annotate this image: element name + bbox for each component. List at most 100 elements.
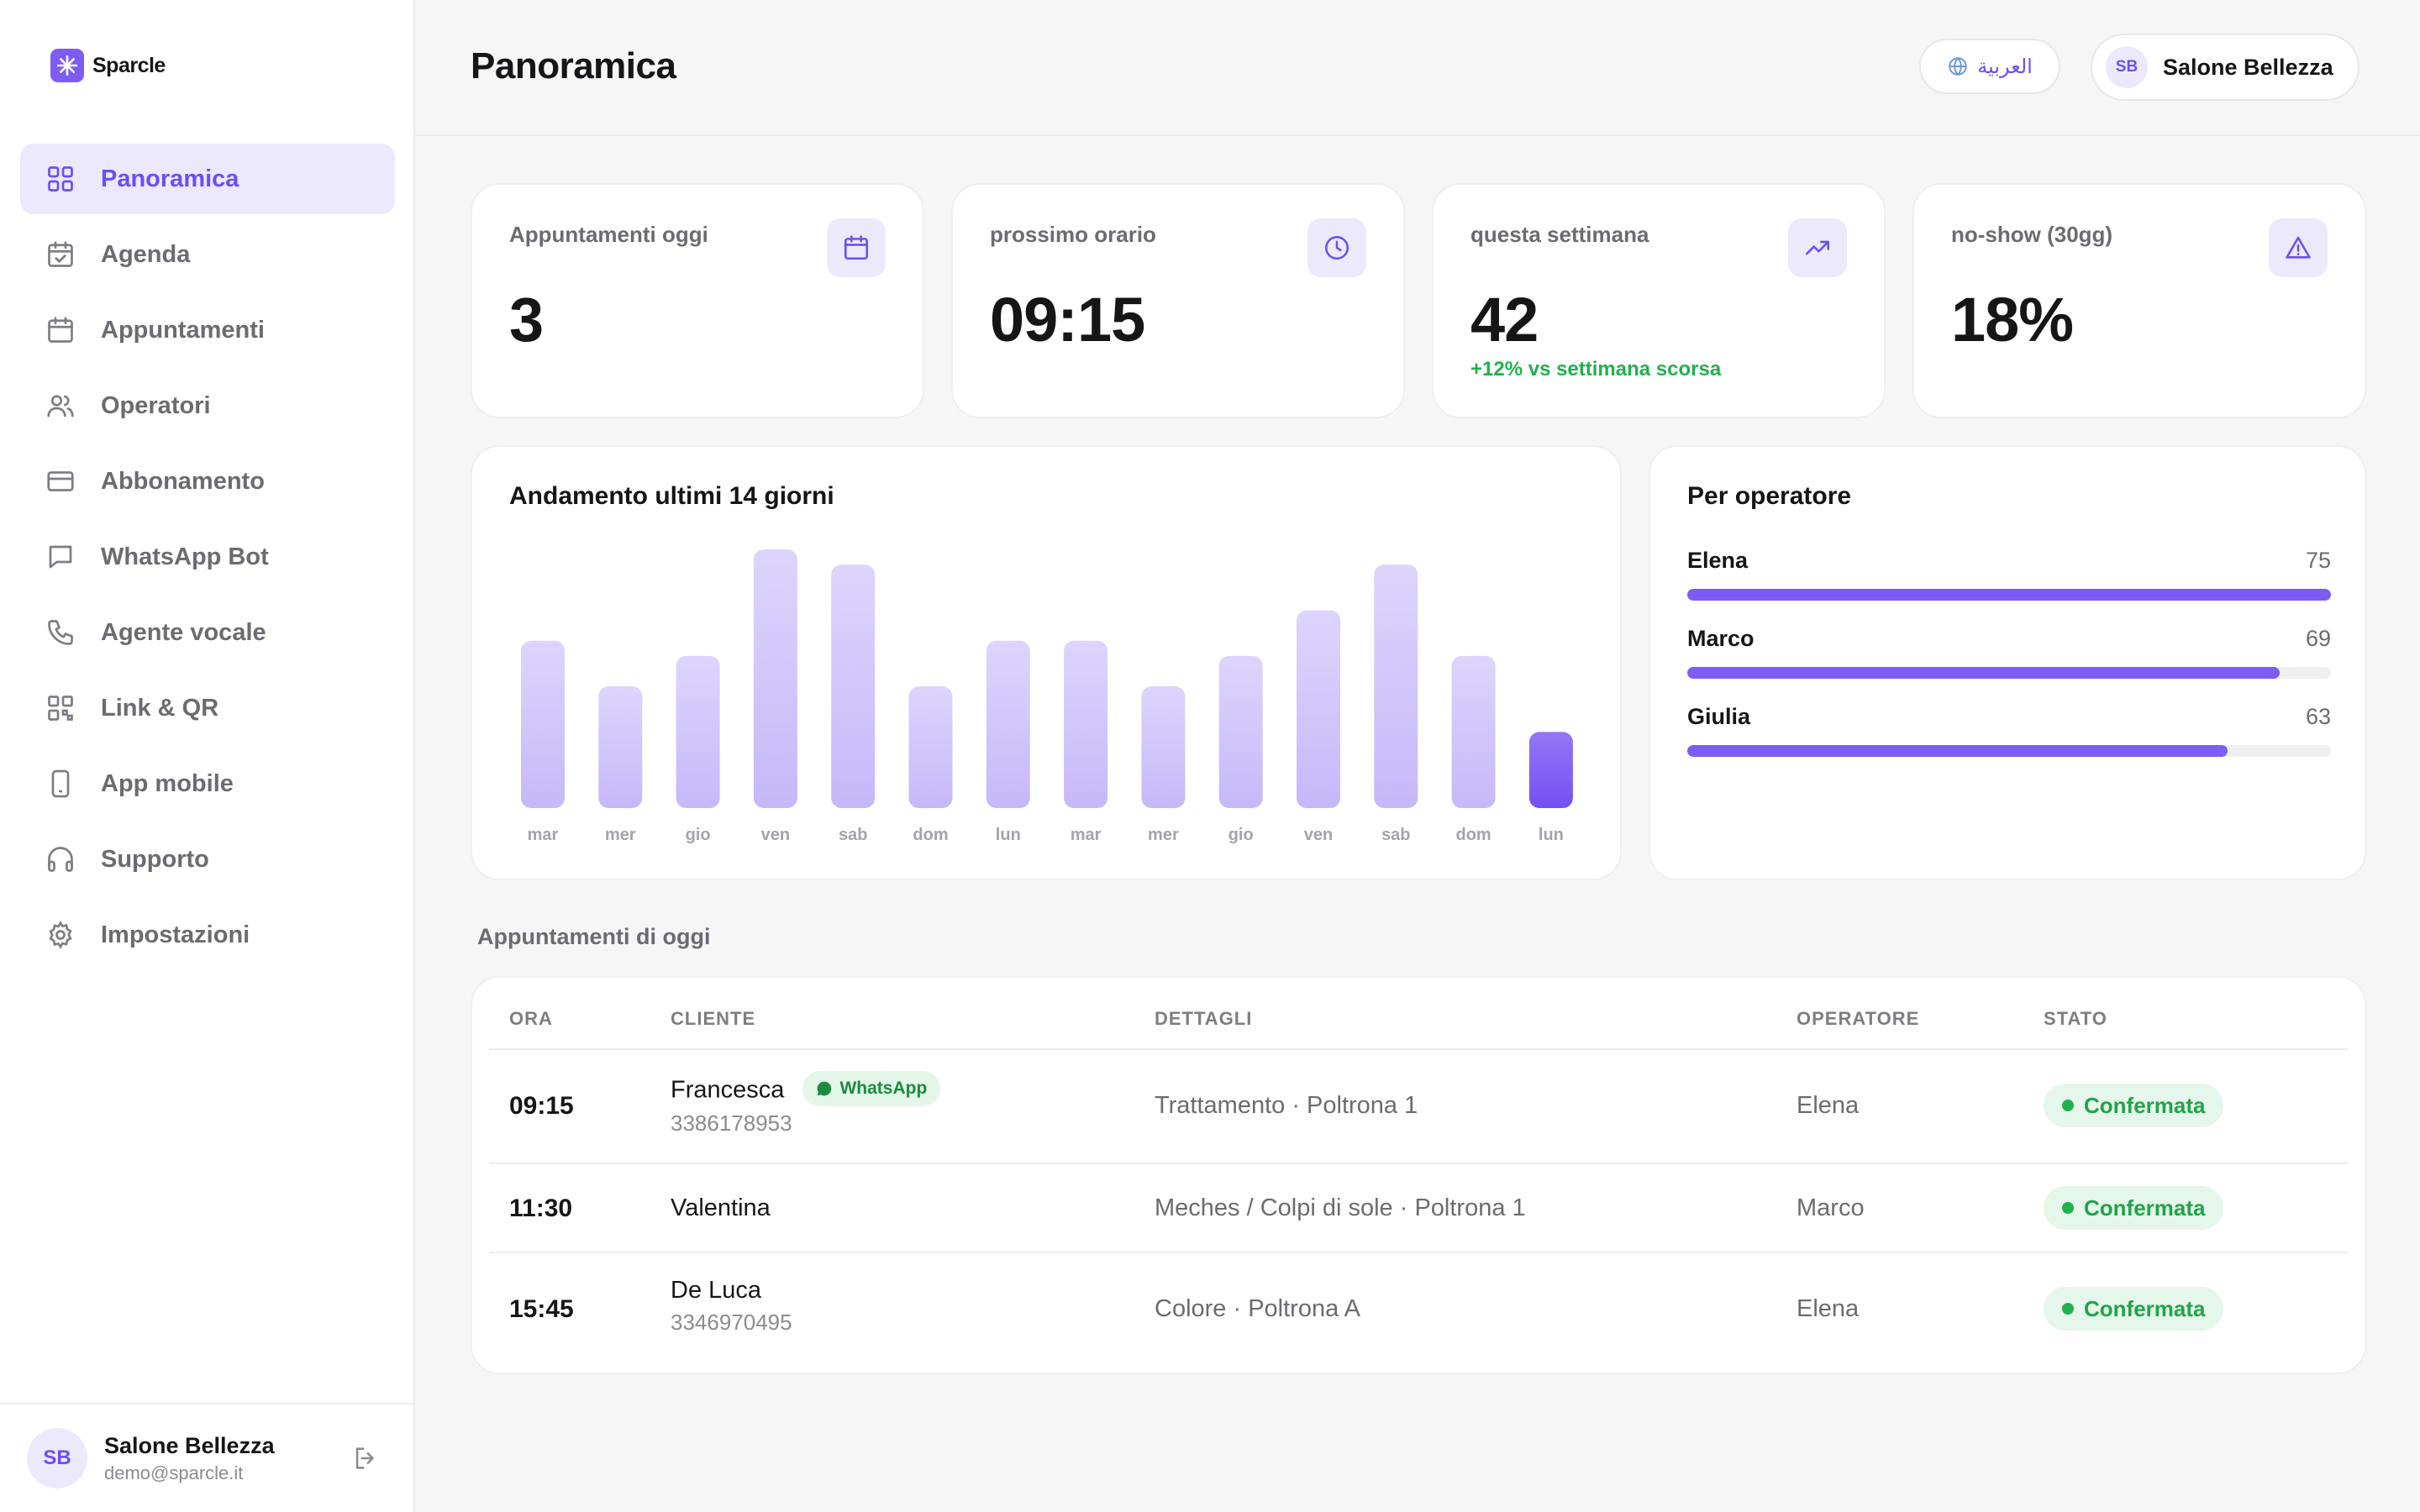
logout-icon[interactable] <box>351 1444 380 1473</box>
chart-tick-label: mer <box>605 826 636 844</box>
status-badge: Confermata <box>2044 1084 2224 1127</box>
client-cell: De Luca 3346970495 <box>671 1277 792 1336</box>
whatsapp-icon <box>816 1080 833 1097</box>
sidebar-item-appuntamenti[interactable]: Appuntamenti <box>20 295 395 365</box>
sidebar-item-agente-vocale[interactable]: Agente vocale <box>20 597 395 668</box>
chart-tick-label: gio <box>686 826 711 844</box>
operator-value: 69 <box>2305 626 2331 651</box>
sidebar-item-abbonamento[interactable]: Abbonamento <box>20 446 395 517</box>
chart-tick-label: lun <box>996 826 1021 844</box>
stat-value: 09:15 <box>990 285 1145 354</box>
chart-bar-gio-9[interactable] <box>1218 655 1263 808</box>
sidebar-item-label: Agente vocale <box>101 618 266 646</box>
status-dot-icon <box>2062 1303 2074 1315</box>
chart-tick-label: mar <box>1071 826 1102 844</box>
sidebar-item-impostazioni[interactable]: Impostazioni <box>20 900 395 970</box>
appointment-time: 09:15 <box>509 1092 574 1120</box>
brand[interactable]: Sparcle <box>50 49 166 82</box>
status-badge: Confermata <box>2044 1186 2224 1230</box>
badge-label: WhatsApp <box>839 1079 928 1098</box>
chart-tick-label: dom <box>913 826 948 844</box>
sidebar-item-link-qr[interactable]: Link & QR <box>20 673 395 743</box>
client-phone: 3386178953 <box>671 1110 792 1136</box>
operator-progress-track <box>1687 667 2331 679</box>
language-button[interactable]: العربية <box>1919 39 2060 94</box>
chart-bar-sab-4[interactable] <box>831 564 876 808</box>
chart-bar-dom-5[interactable] <box>908 686 953 808</box>
sparkle-icon <box>50 49 84 82</box>
stat-title: no-show (30gg) <box>1951 222 2113 247</box>
table-header: ORA CLIENTE DETTAGLI OPERATORE STATO <box>489 978 2348 1050</box>
chart-tick-label: mer <box>1148 826 1179 844</box>
user-menu-button[interactable]: SB Salone Bellezza <box>2091 34 2360 101</box>
trending-up-icon <box>1788 218 1847 277</box>
grid-icon <box>44 162 77 196</box>
column-header-time[interactable]: ORA <box>509 1008 553 1029</box>
chart-bar-lun-13[interactable] <box>1528 732 1573 808</box>
column-header-operator[interactable]: OPERATORE <box>1797 1008 1920 1029</box>
chart-bar-sab-11[interactable] <box>1374 564 1418 808</box>
appointment-operator: Marco <box>1797 1194 1865 1221</box>
stat-value: 3 <box>509 285 544 354</box>
operator-name: Giulia <box>1687 704 1751 729</box>
status-badge: Confermata <box>2044 1287 2224 1331</box>
chart-tick-label: sab <box>839 826 867 844</box>
chart-bar-mar-7[interactable] <box>1064 640 1108 808</box>
users-icon <box>44 389 77 423</box>
client-name: De Luca <box>671 1277 762 1304</box>
chart-bar-ven-3[interactable] <box>753 549 797 808</box>
chart-bar-gio-2[interactable] <box>676 655 720 808</box>
calendar-icon <box>827 218 886 277</box>
credit-card-icon <box>44 465 77 498</box>
stat-card-questa-settimana: questa settimana 42 +12% vs settimana sc… <box>1432 183 1886 418</box>
chart-tick-label: dom <box>1455 826 1491 844</box>
chart-bar-mar-0[interactable] <box>521 640 565 808</box>
sidebar-item-label: Impostazioni <box>101 921 250 948</box>
stat-title: prossimo orario <box>990 222 1156 247</box>
sidebar-item-label: Agenda <box>101 240 191 268</box>
operator-progress-track <box>1687 745 2331 757</box>
chart-tick-label: sab <box>1381 826 1410 844</box>
operator-name: Marco <box>1687 626 1754 651</box>
sidebar-footer: SB Salone Bellezza demo@sparcle.it <box>0 1403 413 1512</box>
table-row[interactable]: 11:30 Valentina Meches / Colpi di sole ·… <box>489 1164 2348 1253</box>
chart-bar-mer-1[interactable] <box>598 686 643 808</box>
status-cell: Confermata <box>2044 1186 2224 1230</box>
column-header-details[interactable]: DETTAGLI <box>1155 1008 1253 1029</box>
brand-name: Sparcle <box>92 53 166 77</box>
sidebar-item-operatori[interactable]: Operatori <box>20 370 395 441</box>
chart-tick-label: ven <box>761 826 790 844</box>
operator-progress-fill <box>1687 745 2228 757</box>
operator-name: Elena <box>1687 548 1749 573</box>
sidebar-item-label: App mobile <box>101 769 234 797</box>
chart-bar-dom-12[interactable] <box>1451 655 1496 808</box>
whatsapp-badge: WhatsApp <box>802 1071 941 1106</box>
table-row[interactable]: 15:45 De Luca 3346970495 Colore · Poltro… <box>489 1253 2348 1368</box>
client-phone: 3346970495 <box>671 1310 792 1335</box>
stat-delta: +12% vs settimana scorsa <box>1470 358 1722 381</box>
column-header-client[interactable]: CLIENTE <box>671 1008 756 1029</box>
operator-progress-fill <box>1687 589 2331 601</box>
chart-bar-lun-6[interactable] <box>986 640 1030 808</box>
status-label: Confermata <box>2084 1092 2206 1118</box>
sidebar-item-supporto[interactable]: Supporto <box>20 824 395 895</box>
appointment-time: 11:30 <box>509 1194 573 1222</box>
language-label: العربية <box>1977 55 2033 78</box>
sidebar-item-panoramica[interactable]: Panoramica <box>20 144 395 214</box>
chart-bar-ven-10[interactable] <box>1297 610 1340 808</box>
stat-card-prossimo-orario: prossimo orario 09:15 <box>951 183 1405 418</box>
appointment-details: Meches / Colpi di sole · Poltrona 1 <box>1155 1194 1526 1221</box>
sidebar-item-agenda[interactable]: Agenda <box>20 219 395 290</box>
client-name: Francesca <box>671 1076 785 1104</box>
chart-title: Andamento ultimi 14 giorni <box>509 482 834 510</box>
qr-icon <box>44 691 77 725</box>
table-row[interactable]: 09:15 Francesca WhatsApp 3386178953 Trat… <box>489 1050 2348 1164</box>
top-header: Panoramica العربية SB Salone Bellezza <box>415 0 2420 136</box>
operator-progress-track <box>1687 589 2331 601</box>
trend-chart-card: Andamento ultimi 14 giorni mar mer gio ven s… <box>471 445 1622 880</box>
column-header-status[interactable]: STATO <box>2044 1008 2107 1029</box>
sidebar-item-whatsapp-bot[interactable]: WhatsApp Bot <box>20 522 395 592</box>
sidebar-item-app-mobile[interactable]: App mobile <box>20 748 395 819</box>
operator-value: 63 <box>2305 704 2331 729</box>
chart-bar-mer-8[interactable] <box>1141 686 1186 808</box>
